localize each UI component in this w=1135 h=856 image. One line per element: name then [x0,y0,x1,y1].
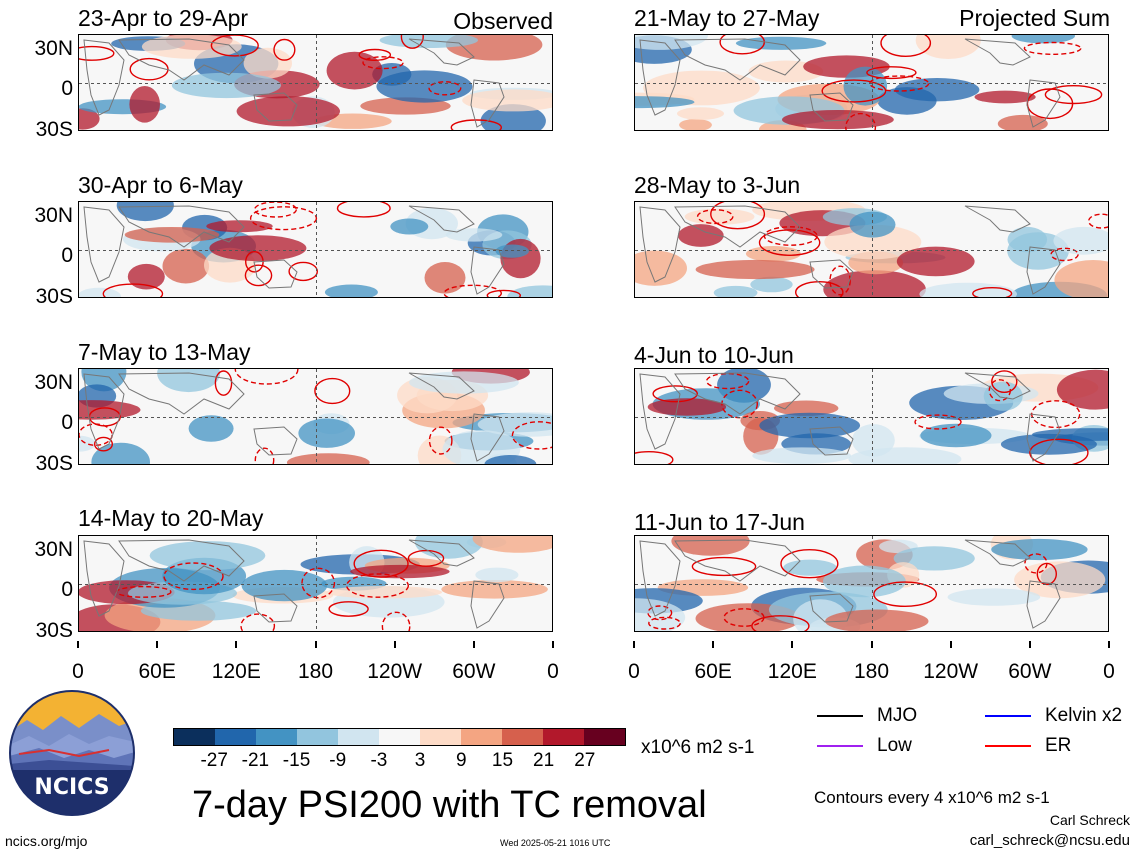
colorbar-tick-label: -3 [370,750,388,771]
legend-line-er [985,745,1031,747]
lon-tick [472,641,475,648]
legend-line-low [817,745,863,747]
lon-label: 120E [211,660,261,683]
logo-text: NCICS [34,775,109,800]
lat-label-0: 0 [61,244,73,267]
colorbar-units: x10^6 m2 s-1 [641,737,755,758]
map-panel [634,368,1109,465]
panel-title: 11-Jun to 17-Jun [634,509,805,535]
colorbar-swatch [461,729,502,745]
lat-label-30s: 30S [35,285,73,308]
lon-label: 0 [628,660,640,683]
lon-label: 0 [547,660,559,683]
lon-label: 120W [367,660,423,683]
colorbar-tick-label: -21 [241,750,270,771]
lat-label-30s: 30S [35,118,73,141]
lon-tick [633,641,635,648]
lon-tick [77,641,79,648]
colorbar-swatch [174,729,215,745]
lon-label: 60E [138,660,176,683]
colorbar-swatch [543,729,584,745]
figure-title: 7-day PSI200 with TC removal [192,784,707,826]
timestamp: Wed 2025-05-21 1016 UTC [500,838,611,848]
lon-tick [1028,641,1031,648]
lon-label: 60E [694,660,732,683]
legend-label-low: Low [877,735,912,756]
lat-label-0: 0 [61,77,73,100]
panel-tag: Projected Sum [959,5,1110,31]
lat-label-30n: 30N [34,371,73,394]
lon-tick [552,641,554,648]
lon-label: 0 [72,660,84,683]
colorbar-tick-label: 15 [491,750,514,771]
map-panel [634,34,1109,131]
panel-title: 14-May to 20-May [78,505,264,531]
lon-label: 180 [853,660,890,683]
lat-label-30n: 30N [34,538,73,561]
map-panel [78,535,553,632]
colorbar-tick-label: -9 [329,750,347,771]
legend-line-kelvin [985,715,1031,717]
legend-label-kelvin: Kelvin x2 [1045,705,1123,726]
colorbar-tick-label: 27 [574,750,596,771]
lat-label-30s: 30S [35,452,73,475]
panel-title: 4-Jun to 10-Jun [634,342,794,368]
panel-title: 7-May to 13-May [78,339,251,365]
lon-tick [235,641,238,648]
lat-label-30s: 30S [35,619,73,642]
colorbar-swatch [502,729,543,745]
lon-tick [712,641,715,648]
lat-label-0: 0 [61,411,73,434]
panel-tag: Observed [453,8,553,34]
lon-tick [791,641,794,648]
lon-tick [1108,641,1110,648]
map-panel [634,201,1109,298]
map-panel [78,34,553,131]
panel-title: 30-Apr to 6-May [78,172,243,198]
colorbar-swatch [297,729,338,745]
legend-label-mjo: MJO [877,705,918,726]
map-panel [634,535,1109,632]
legend-label-er: ER [1045,735,1072,756]
lon-label: 120W [923,660,979,683]
lon-label: 60W [452,660,496,683]
lon-label: 60W [1008,660,1052,683]
map-panel [78,368,553,465]
lon-label: 120E [767,660,817,683]
colorbar-swatch [379,729,420,745]
colorbar-swatch [256,729,297,745]
colorbar [173,728,626,746]
lon-label: 0 [1103,660,1115,683]
panel-title: 21-May to 27-May [634,5,820,31]
lon-tick [870,641,873,648]
lat-label-0: 0 [61,578,73,601]
colorbar-tick-label: 9 [455,750,467,771]
lat-label-30n: 30N [34,37,73,60]
author-email[interactable]: carl_schreck@ncsu.edu [969,832,1130,849]
colorbar-tick-label: 3 [414,750,426,771]
legend-line-mjo [817,715,863,717]
colorbar-tick-label: -27 [200,750,228,771]
lon-tick [314,641,317,648]
lon-tick [393,641,396,648]
lat-label-30n: 30N [34,204,73,227]
map-panel [78,201,553,298]
colorbar-swatch [584,729,625,745]
author: Carl Schreck [1049,812,1130,828]
panel-title: 23-Apr to 29-Apr [78,5,249,31]
colorbar-swatch [215,729,256,745]
contour-interval-note: Contours every 4 x10^6 m2 s-1 [814,788,1050,807]
colorbar-swatch [338,729,379,745]
panel-title: 28-May to 3-Jun [634,172,801,198]
colorbar-tick-label: -15 [282,750,311,771]
colorbar-tick-label: 21 [533,750,555,771]
colorbar-swatch [420,729,461,745]
site-link[interactable]: ncics.org/mjo [5,833,88,849]
lon-tick [156,641,159,648]
lon-label: 180 [297,660,334,683]
ncics-logo: NCICS [9,690,135,816]
lon-tick [949,641,952,648]
